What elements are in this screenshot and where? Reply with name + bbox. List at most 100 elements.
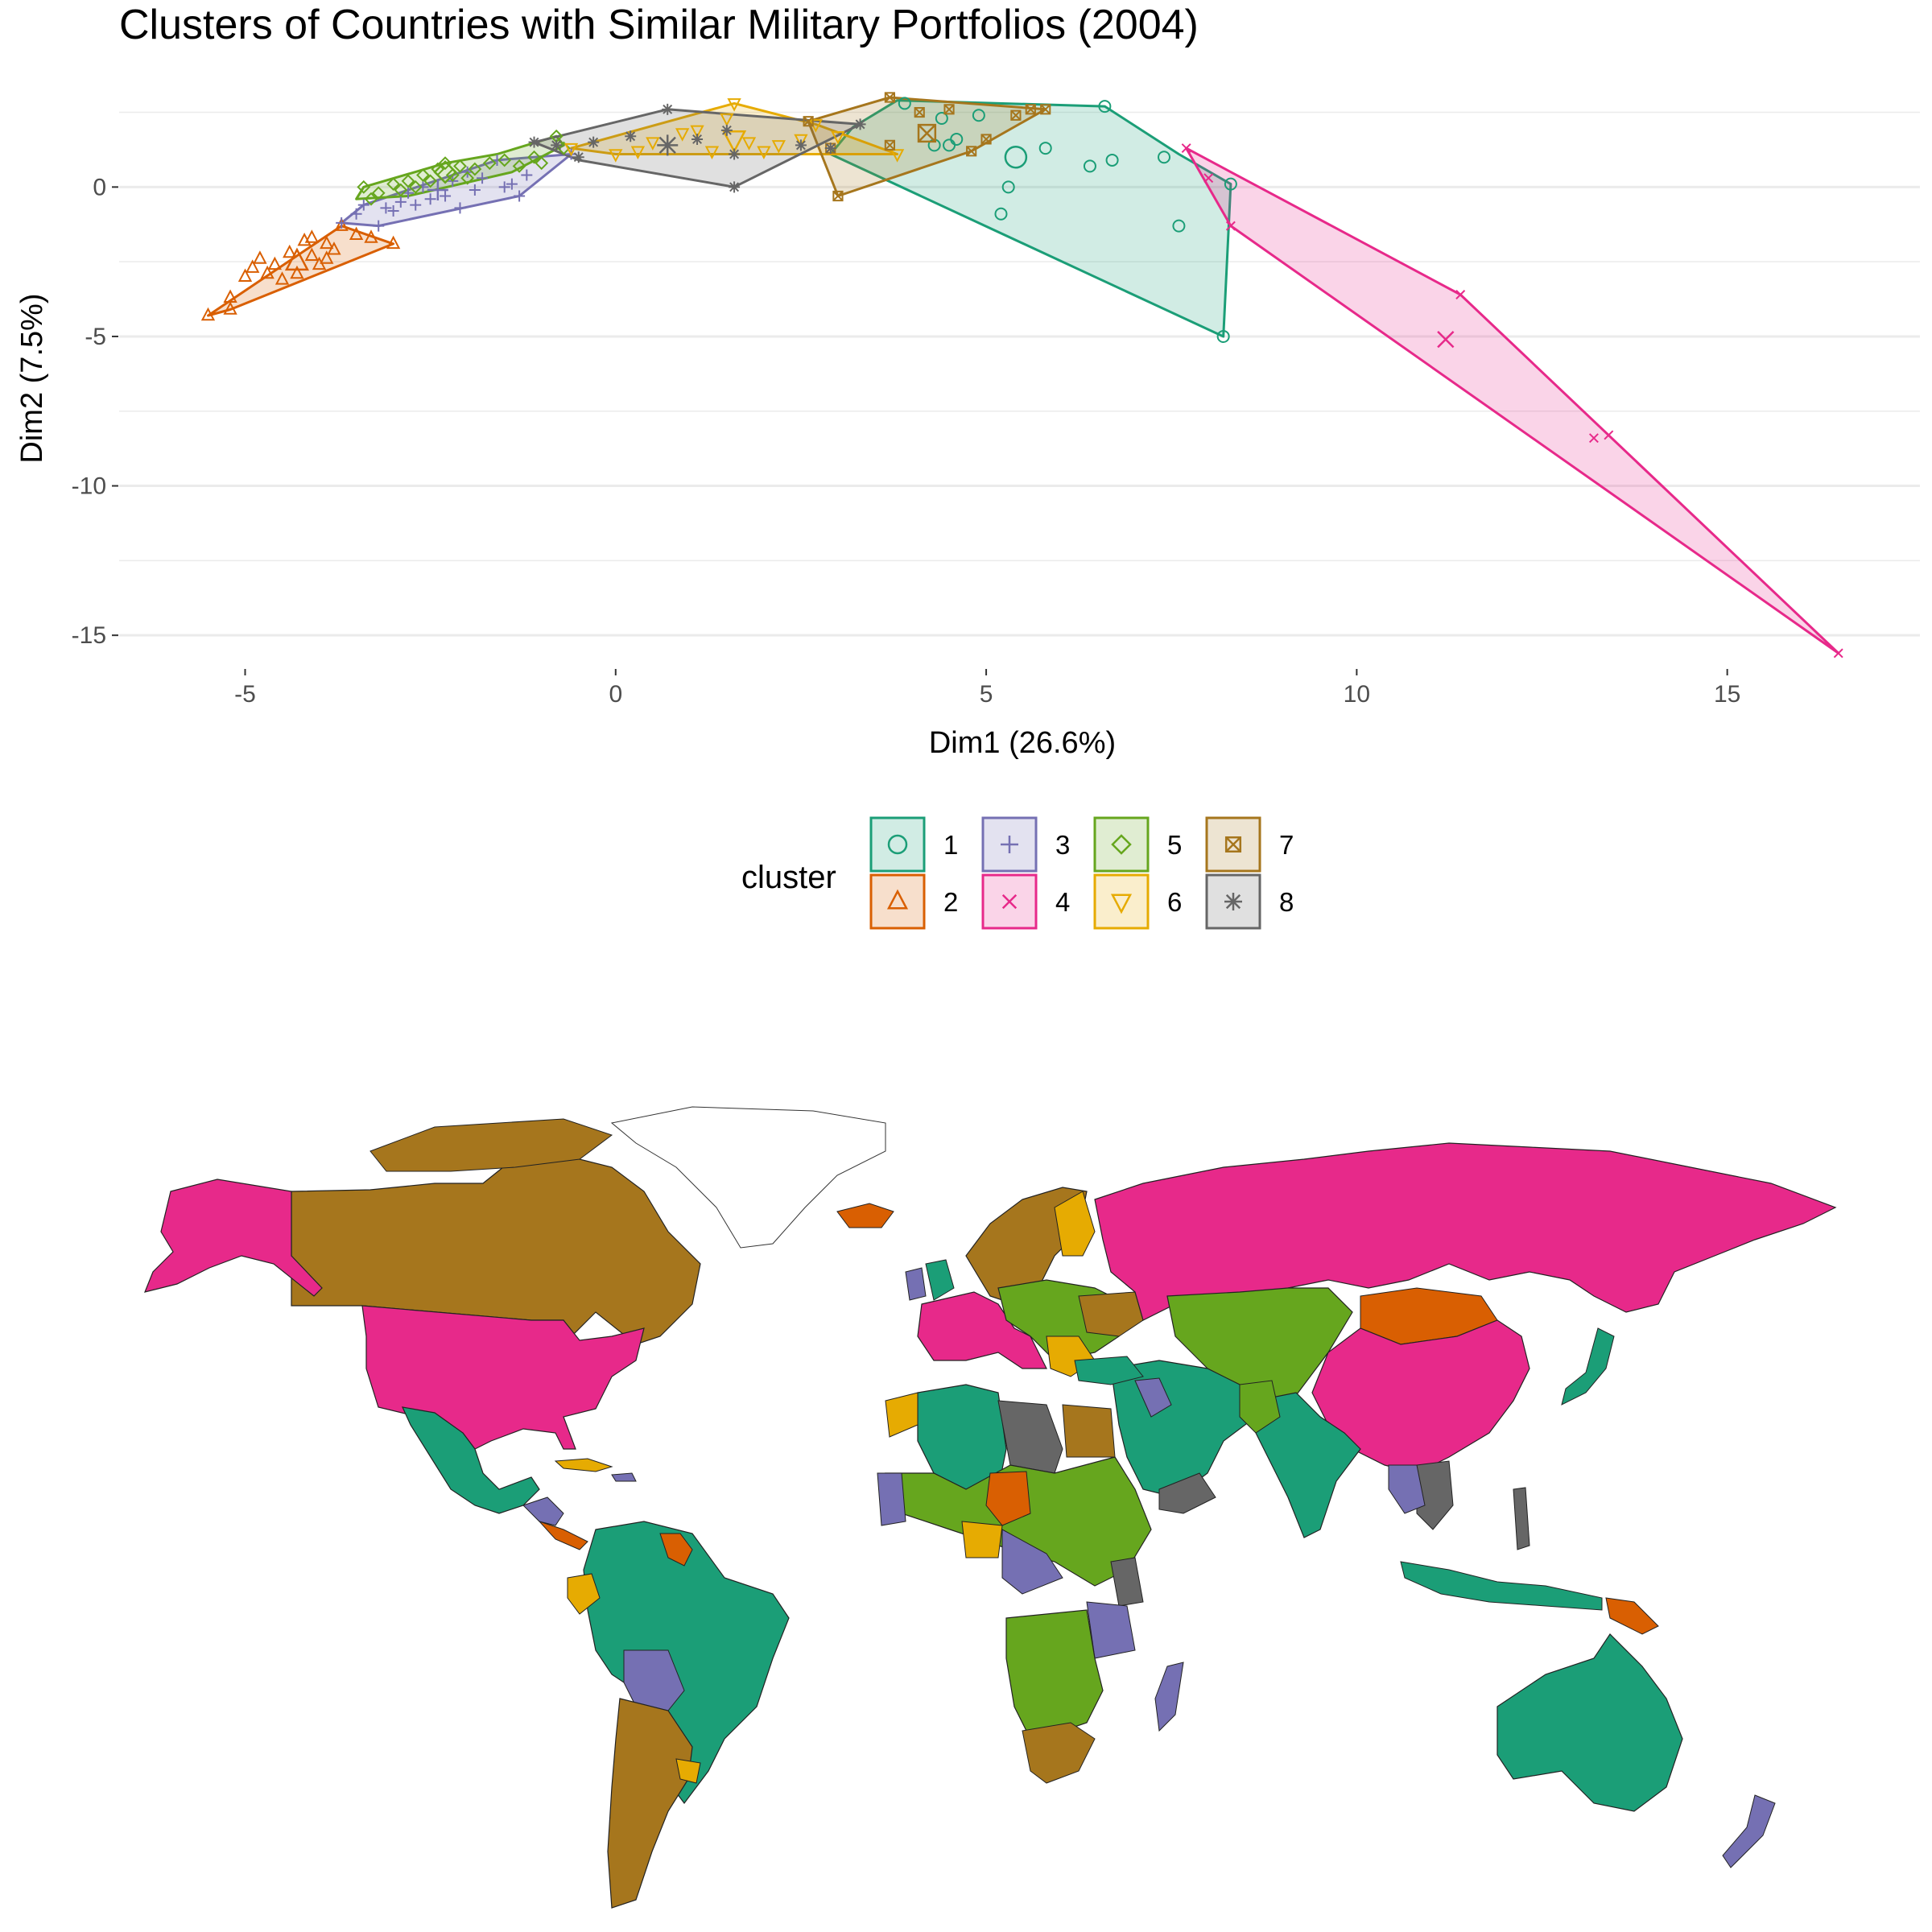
point-cluster-8: [729, 148, 741, 160]
legend-symbol-7: [1224, 836, 1242, 853]
legend-item-8: 8: [1205, 873, 1294, 930]
x-axis-ticks: -5 0 5 10 15: [234, 669, 1740, 708]
point-cluster-8: [625, 130, 637, 142]
legend-key-1: [869, 816, 926, 873]
point-cluster-3: [454, 202, 466, 214]
point-cluster-3: [357, 199, 369, 211]
map-region-uruguay: [675, 1758, 701, 1784]
point-cluster-5: [401, 174, 415, 188]
legend-label-8: 8: [1279, 887, 1294, 917]
point-cluster-5: [527, 150, 541, 164]
map-region-egypt: [1062, 1404, 1116, 1458]
point-cluster-6: [727, 98, 741, 112]
point-cluster-7: [884, 139, 895, 151]
point-cluster-1: [1105, 153, 1119, 167]
map-region-pakistan: [1239, 1380, 1281, 1434]
point-cluster-6: [720, 113, 734, 127]
legend-symbol-1: [887, 834, 908, 855]
legend-label-4: 4: [1055, 887, 1070, 917]
point-cluster-5: [460, 171, 475, 185]
point-cluster-5: [512, 159, 526, 173]
x-tick-label: 10: [1344, 681, 1370, 708]
hull-cluster-7: [807, 96, 1047, 197]
point-cluster-2: [349, 226, 364, 240]
point-cluster-6: [890, 149, 905, 163]
point-cluster-2: [253, 250, 267, 264]
point-cluster-5: [371, 186, 386, 200]
map-region-central-asia: [1166, 1287, 1353, 1418]
map-region-colombia: [567, 1573, 601, 1615]
point-cluster-3: [394, 196, 407, 208]
map-region-ukraine: [1078, 1291, 1144, 1337]
centroid-cluster-3: [427, 180, 448, 201]
point-cluster-2: [364, 229, 378, 243]
point-cluster-2: [320, 235, 334, 250]
point-cluster-3: [380, 202, 392, 214]
legend-symbol-4: [1001, 894, 1018, 910]
map-region-madagascar: [1154, 1662, 1184, 1732]
map-region-caribbean: [554, 1458, 613, 1472]
point-cluster-7: [1025, 104, 1036, 115]
point-cluster-8: [824, 142, 836, 155]
point-cluster-5: [438, 156, 452, 171]
point-cluster-4: [1588, 433, 1599, 444]
point-cluster-2: [260, 265, 275, 279]
y-axis-ticks: 0 -5 -10 -15: [72, 174, 118, 649]
x-axis-label: Dim1 (26.6%): [929, 726, 1116, 760]
series-cluster-7: [803, 92, 1051, 202]
point-cluster-5: [408, 180, 423, 194]
point-cluster-8: [691, 133, 704, 145]
point-cluster-3: [440, 190, 452, 202]
point-cluster-5: [416, 168, 430, 182]
centroid-cluster-5: [433, 160, 457, 184]
y-tick-label: -10: [72, 473, 106, 500]
point-cluster-7: [832, 190, 844, 202]
point-cluster-3: [514, 190, 526, 202]
legend-label-7: 7: [1279, 830, 1294, 860]
legend-item-5: 5: [1093, 816, 1182, 873]
point-cluster-6: [630, 146, 646, 160]
y-tick-label: -15: [72, 622, 106, 649]
point-cluster-7: [884, 92, 895, 103]
legend-key-2: [869, 873, 926, 930]
point-cluster-2: [237, 268, 253, 282]
legend-item-3: 3: [981, 816, 1070, 873]
map-region-new-zealand: [1722, 1794, 1776, 1868]
point-cluster-3: [469, 184, 481, 196]
map-region-papua-new-guinea: [1605, 1597, 1659, 1635]
data-points: [200, 92, 1843, 658]
centroid-cluster-1: [1004, 145, 1028, 169]
point-cluster-8: [729, 181, 741, 193]
legend-items: 1 2 3 4 5 6 7 8: [869, 816, 1294, 930]
point-cluster-2: [283, 244, 297, 258]
legend: cluster 1 2 3 4 5 6 7 8: [741, 816, 1294, 930]
map-region-chad: [985, 1471, 1031, 1526]
point-cluster-2: [275, 271, 290, 285]
x-tick-label: 5: [980, 681, 993, 708]
point-cluster-4: [1604, 430, 1614, 440]
map-region-venezuela-guyana: [659, 1533, 693, 1567]
map-region-canada-islands: [369, 1118, 613, 1172]
point-cluster-5: [386, 177, 401, 192]
point-cluster-6: [609, 149, 623, 163]
hull-cluster-2: [207, 225, 395, 317]
point-cluster-1: [898, 97, 911, 110]
point-cluster-2: [223, 301, 237, 315]
point-cluster-8: [795, 139, 807, 151]
legend-label-3: 3: [1055, 830, 1070, 860]
point-cluster-3: [424, 193, 436, 205]
series-cluster-2: [200, 217, 401, 321]
x-tick-label: -5: [234, 681, 256, 708]
point-cluster-2: [304, 229, 320, 243]
point-cluster-8: [551, 139, 563, 151]
legend-symbol-6: [1110, 894, 1133, 914]
point-cluster-4: [1203, 173, 1214, 184]
point-cluster-6: [757, 146, 771, 160]
map-region-alaska: [144, 1179, 323, 1297]
scatter-panel: 0 -5 -10 -15 -5 0 5 10 15: [72, 92, 1920, 708]
centroid-cluster-7: [917, 123, 937, 143]
point-cluster-4: [1225, 221, 1236, 231]
centroid-cluster-4: [1437, 331, 1455, 349]
point-cluster-6: [646, 137, 660, 151]
legend-label-1: 1: [943, 830, 958, 860]
